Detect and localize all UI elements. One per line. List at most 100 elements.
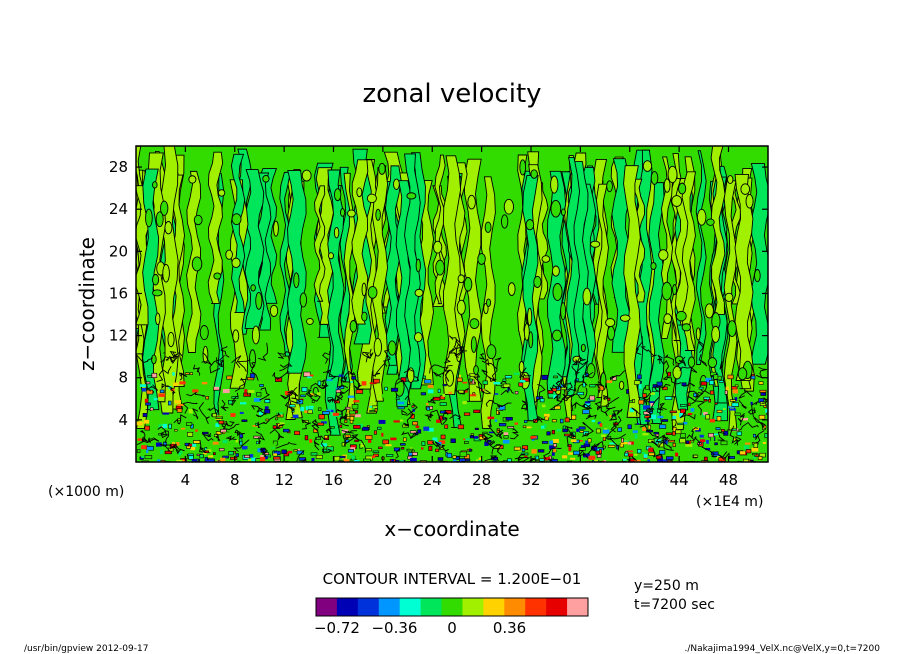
field-speckle	[753, 456, 757, 459]
field-speckle	[273, 453, 278, 456]
field-speckle	[758, 414, 766, 420]
field-speckle	[627, 442, 632, 445]
field-speckle	[713, 374, 719, 380]
field-speckle	[239, 440, 243, 446]
contour-loop	[552, 329, 562, 342]
field-speckle	[617, 427, 622, 432]
contour-line	[562, 393, 578, 401]
contour-line	[737, 413, 745, 426]
contour-loop	[580, 343, 586, 353]
contour-line	[209, 355, 225, 374]
contour-loop	[249, 349, 256, 369]
field-speckle	[432, 437, 438, 441]
contour-loop	[754, 269, 761, 283]
contour-loop	[445, 369, 455, 387]
field-speckle	[626, 389, 630, 394]
field-speckle	[293, 449, 298, 452]
contour-loop	[590, 240, 601, 248]
field-speckle	[526, 426, 532, 429]
field-speckle	[665, 456, 674, 460]
x-axis-label: x−coordinate	[384, 517, 519, 541]
contour-loop	[484, 221, 492, 233]
contour-line	[427, 397, 436, 404]
field-speckle	[606, 380, 613, 384]
contour-line	[646, 406, 655, 419]
contour-loop	[706, 218, 715, 226]
field-speckle	[750, 401, 753, 405]
field-speckle	[503, 435, 509, 439]
field-speckle	[350, 447, 356, 451]
field-speckle	[739, 451, 746, 455]
field-speckle	[467, 374, 471, 380]
field-speckle	[350, 455, 356, 459]
contour-line	[577, 449, 589, 459]
field-speckle	[212, 413, 217, 418]
contour-line	[719, 360, 724, 372]
field-speckle	[317, 407, 322, 411]
field-speckle	[281, 449, 287, 454]
field-speckle	[317, 392, 321, 396]
field-speckle	[583, 443, 591, 448]
contour-loop	[231, 213, 242, 226]
contour-line	[276, 423, 286, 429]
field-speckle	[531, 435, 537, 439]
field-speckle	[514, 391, 519, 395]
field-speckle	[353, 400, 360, 403]
field-speckle	[426, 402, 429, 406]
contour-band	[565, 156, 580, 397]
field-speckle	[253, 397, 261, 402]
contour-line	[141, 436, 150, 444]
contour-loop	[727, 320, 737, 337]
contour-line	[396, 379, 410, 400]
field-speckle	[690, 408, 695, 412]
field-speckle	[175, 442, 180, 446]
field-speckle	[672, 431, 676, 436]
field-speckle	[439, 402, 447, 406]
field-speckle	[317, 380, 322, 386]
contour-loop	[525, 219, 535, 231]
field-speckle	[400, 419, 404, 422]
colorbar-frame	[315, 597, 589, 617]
field-speckle	[636, 423, 640, 425]
field-speckle	[354, 439, 359, 442]
contour-loop	[541, 255, 551, 263]
contour-line	[259, 387, 270, 401]
contour-line	[269, 428, 284, 441]
contour-line	[167, 385, 176, 396]
field-speckle	[222, 439, 228, 444]
contour-line	[500, 386, 514, 396]
contour-loop	[232, 329, 240, 343]
contour-line	[679, 366, 698, 373]
field-speckle	[244, 389, 248, 393]
field-speckle	[296, 448, 301, 451]
field-speckle	[543, 413, 550, 417]
field-speckle	[576, 428, 580, 432]
field-speckle	[539, 398, 545, 403]
field-speckle	[159, 389, 165, 394]
contour-loop	[152, 273, 160, 286]
field-speckle	[551, 419, 557, 423]
field-speckle	[459, 451, 468, 457]
field-speckle	[668, 439, 676, 443]
field-speckle	[410, 457, 417, 462]
field-speckle	[137, 449, 141, 453]
contour-band	[595, 183, 609, 407]
contour-loop	[387, 340, 397, 356]
field-speckle	[642, 393, 647, 398]
contour-line	[755, 366, 767, 379]
field-speckle	[482, 431, 488, 434]
field-speckle	[465, 438, 470, 441]
field-speckle	[504, 375, 513, 379]
field-speckle	[421, 441, 426, 446]
contour-line	[663, 376, 682, 385]
field-speckle	[469, 373, 476, 377]
contour-loop	[618, 380, 625, 390]
contour-loop	[582, 287, 592, 306]
field-speckle	[360, 443, 365, 448]
field-speckle	[215, 423, 220, 427]
contour-line	[485, 399, 499, 407]
info-t: t=7200 sec	[634, 597, 715, 613]
x-tick-label: 12	[275, 471, 294, 489]
field-speckle	[714, 442, 718, 446]
x-axis-unit: (×1E4 m)	[696, 494, 763, 510]
